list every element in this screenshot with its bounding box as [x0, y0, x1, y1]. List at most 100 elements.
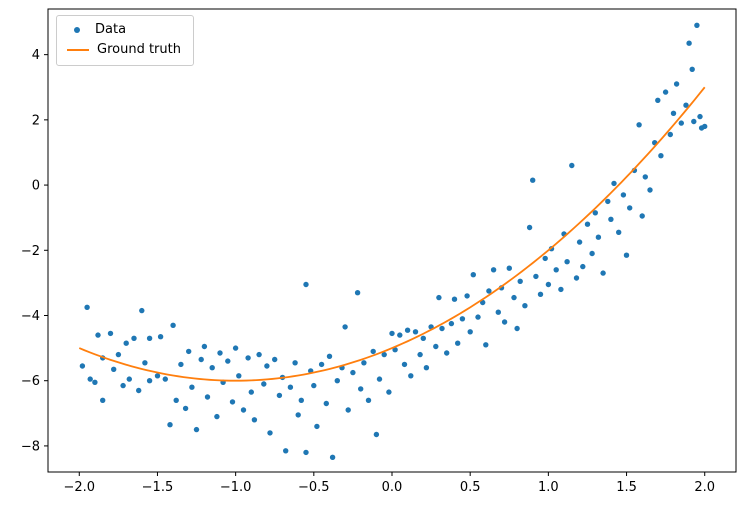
data-point	[522, 303, 528, 309]
data-point	[470, 272, 476, 278]
y-tick-label: −8	[21, 439, 40, 454]
data-point	[662, 89, 669, 95]
x-tick-label: 1.0	[538, 480, 559, 495]
data-point	[576, 239, 583, 245]
data-point	[248, 389, 254, 395]
data-point	[600, 270, 606, 276]
data-point	[501, 319, 508, 325]
x-tick-label: −0.5	[298, 480, 330, 495]
data-point	[256, 351, 262, 358]
data-point	[417, 351, 423, 358]
data-point	[123, 340, 129, 346]
data-point	[530, 177, 536, 183]
data-point	[136, 387, 142, 394]
x-tick-label: −1.5	[142, 480, 174, 495]
data-point	[261, 381, 267, 387]
data-point	[79, 363, 86, 369]
data-point	[295, 412, 301, 418]
data-point	[303, 449, 309, 456]
data-point	[251, 417, 258, 423]
data-point	[162, 376, 168, 382]
data-point	[401, 361, 408, 368]
y-tick-label: −2	[21, 244, 40, 259]
data-point	[365, 397, 372, 403]
data-point	[683, 102, 689, 108]
scatter-marker-icon	[74, 27, 80, 34]
data-point	[702, 123, 708, 130]
data-point	[157, 334, 164, 340]
data-point	[584, 221, 591, 227]
y-tick-label: 0	[32, 179, 40, 194]
data-point	[545, 281, 552, 288]
data-point	[608, 216, 614, 222]
data-point	[397, 332, 403, 338]
data-point	[170, 322, 176, 328]
data-point	[345, 407, 351, 413]
data-point	[217, 350, 223, 356]
data-point	[667, 131, 673, 138]
data-point	[639, 213, 645, 219]
ground-truth-curve	[78, 86, 706, 382]
data-point	[381, 351, 387, 358]
data-point	[95, 332, 101, 338]
data-point	[537, 291, 544, 297]
data-point	[408, 373, 414, 379]
x-tick-label: 1.5	[616, 480, 637, 495]
data-point	[264, 363, 270, 369]
data-point	[533, 273, 539, 280]
data-point	[245, 355, 251, 361]
data-point	[483, 342, 489, 348]
data-point	[558, 286, 564, 293]
data-point	[100, 397, 106, 403]
data-point	[392, 347, 398, 353]
x-tick-label: 0.5	[460, 480, 481, 495]
data-point	[670, 110, 677, 117]
data-point	[605, 198, 611, 205]
data-point	[376, 376, 383, 382]
data-point	[455, 340, 461, 346]
data-point	[464, 293, 470, 299]
data-point	[444, 350, 450, 356]
data-point	[186, 348, 192, 355]
data-point	[173, 397, 179, 403]
data-point	[542, 255, 548, 262]
x-tick-label: 0.0	[382, 480, 403, 495]
data-point	[240, 407, 247, 413]
data-point	[486, 288, 492, 294]
data-point	[451, 296, 458, 302]
data-point	[694, 22, 700, 28]
data-point	[459, 316, 466, 322]
data-point	[283, 448, 289, 454]
data-point	[232, 345, 239, 351]
y-tick-label: −6	[21, 374, 40, 389]
data-point	[642, 174, 648, 180]
data-point	[146, 378, 153, 384]
data-point	[673, 81, 680, 87]
legend-item-ground-truth: Ground truth	[67, 42, 181, 58]
data-point	[311, 382, 317, 389]
data-point	[514, 325, 520, 332]
data-point	[423, 365, 430, 371]
data-point	[298, 397, 304, 403]
data-point	[511, 294, 517, 301]
data-point	[87, 376, 93, 382]
data-point	[611, 180, 617, 187]
data-point	[506, 265, 512, 271]
data-point	[595, 234, 602, 240]
data-point	[412, 329, 419, 335]
data-point	[389, 330, 395, 337]
data-point	[146, 335, 153, 341]
data-point	[131, 335, 137, 341]
data-point	[526, 224, 533, 231]
data-point	[573, 275, 580, 281]
legend-label-data: Data	[95, 22, 127, 37]
data-point	[154, 373, 161, 379]
data-point	[318, 361, 325, 368]
data-point	[314, 423, 320, 430]
legend-label-ground-truth: Ground truth	[97, 42, 181, 58]
data-point	[204, 394, 211, 400]
data-point	[272, 356, 278, 363]
y-tick-label: 4	[32, 48, 40, 63]
data-point	[214, 413, 220, 420]
data-point	[616, 229, 622, 235]
